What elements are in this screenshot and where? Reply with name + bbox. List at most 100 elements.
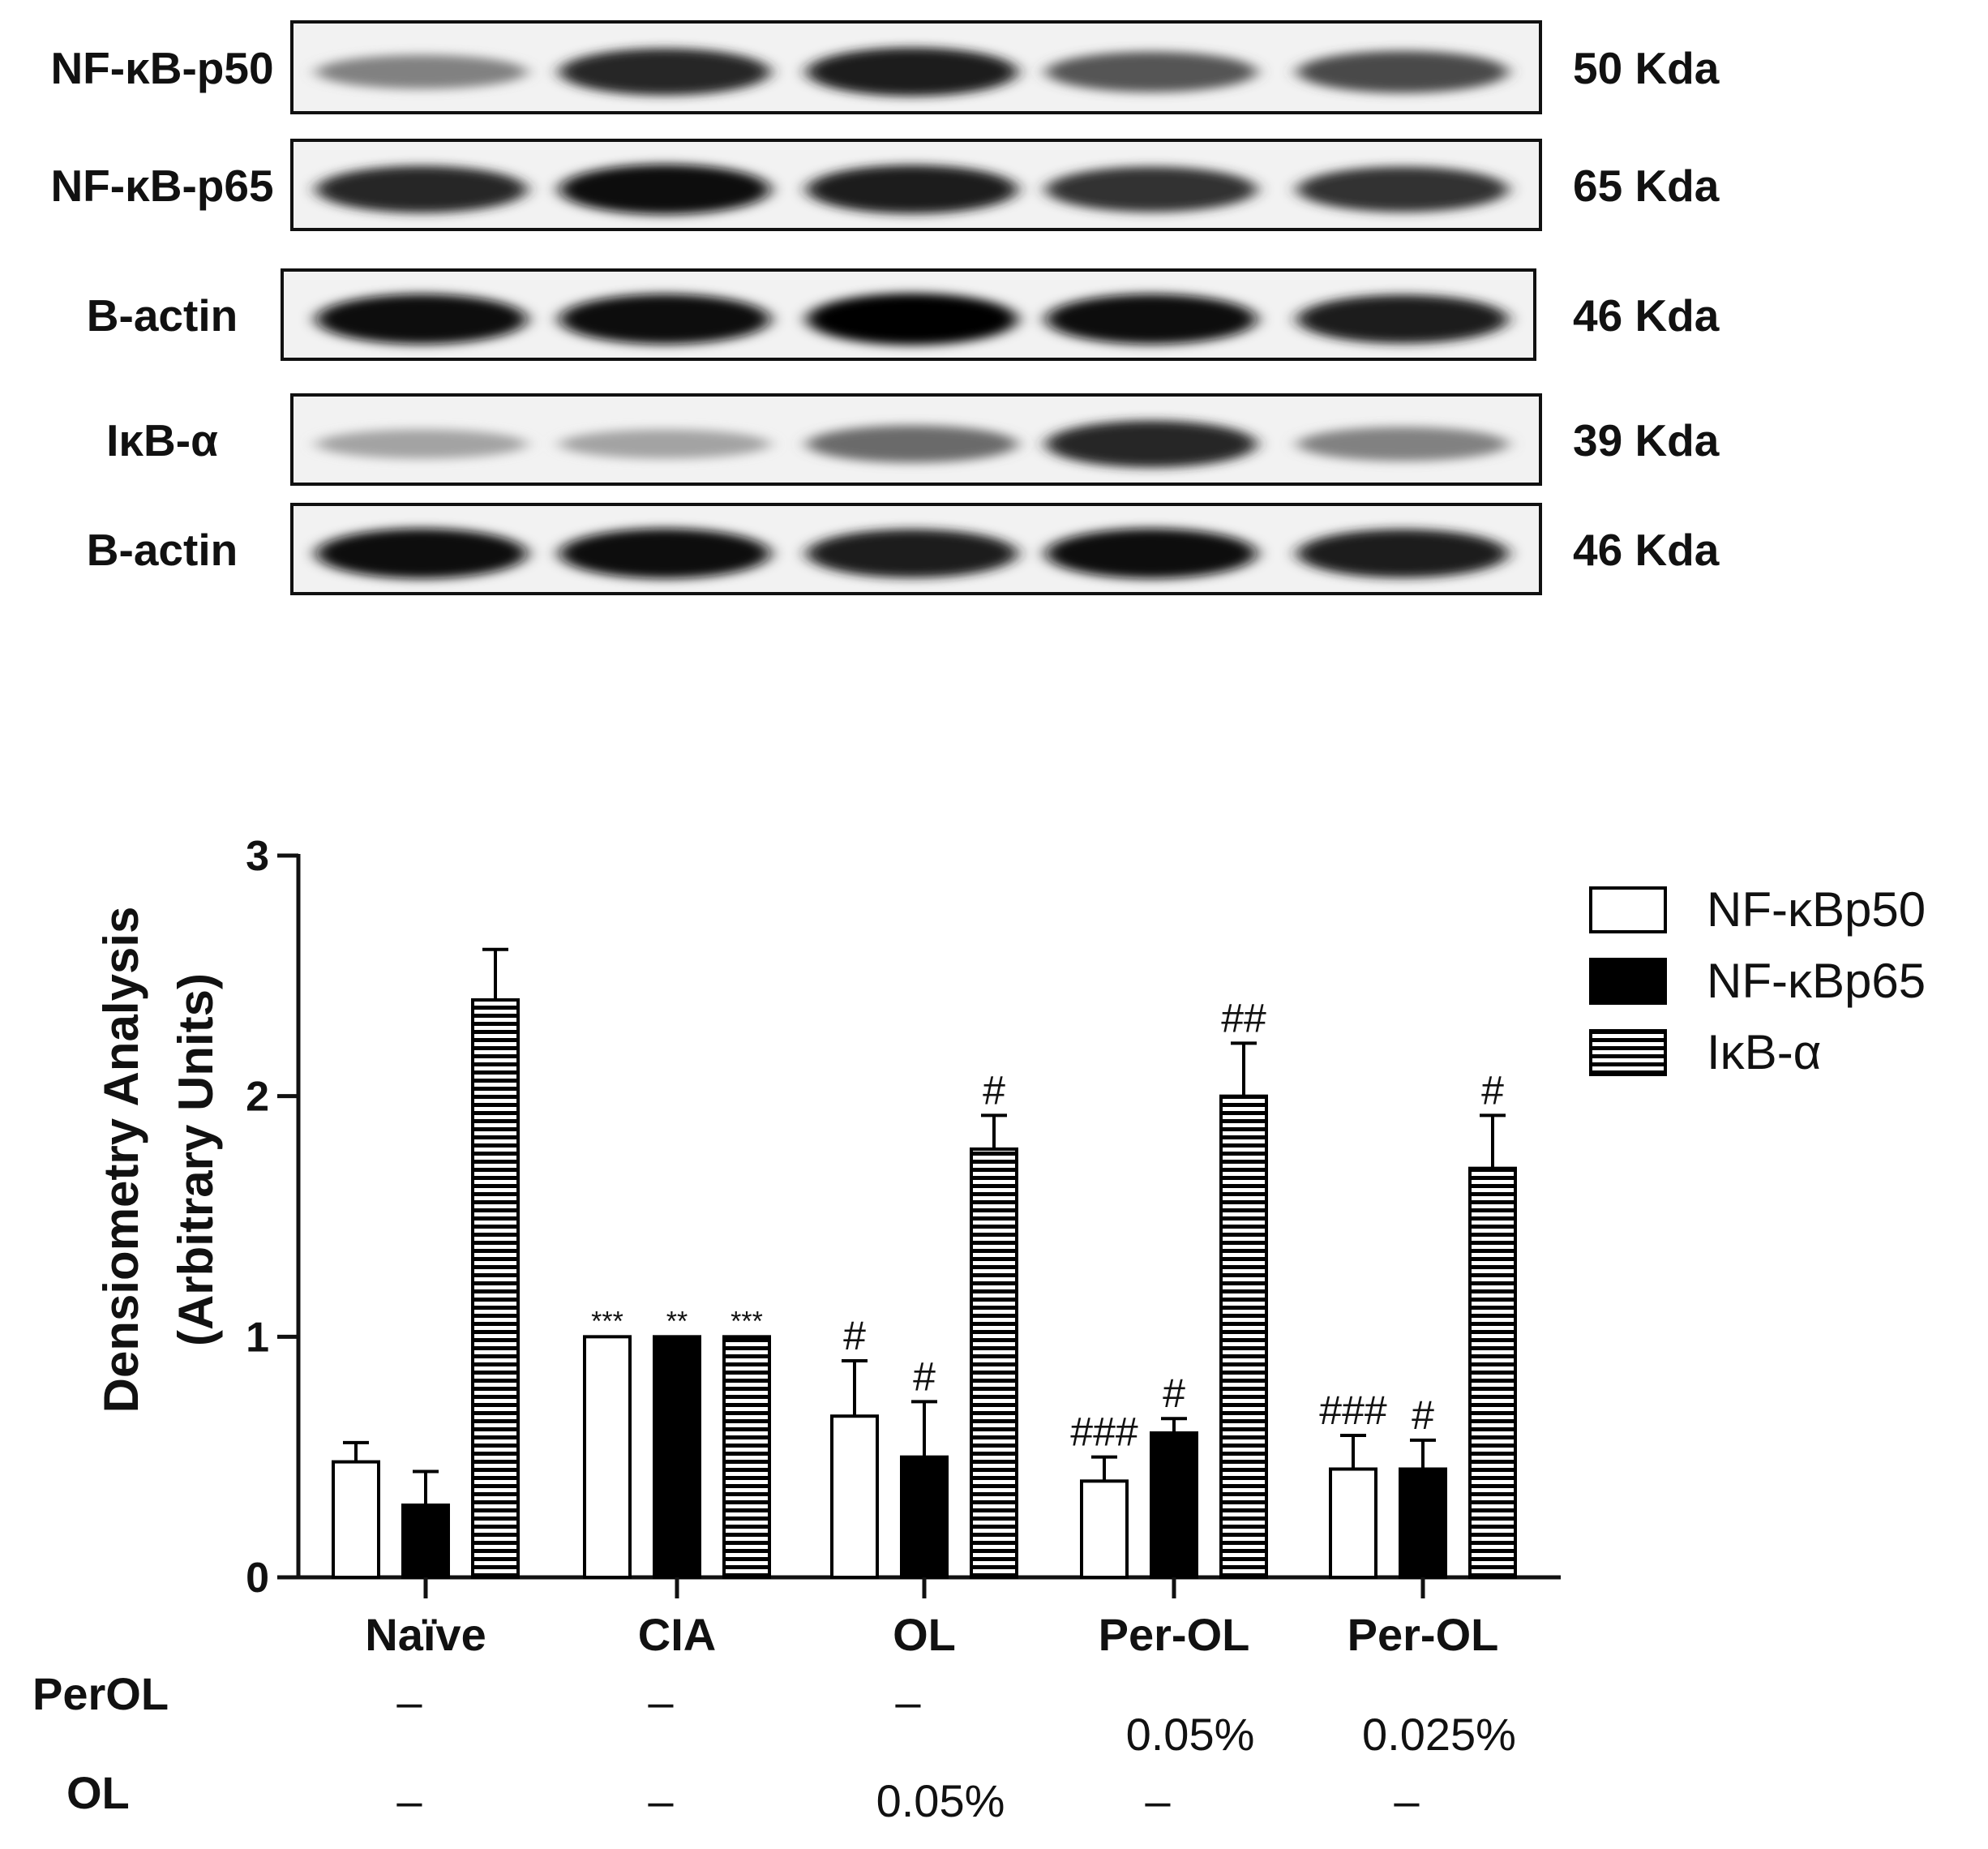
blot-band xyxy=(1046,420,1257,468)
y-axis-ticks: 0 1 2 3 xyxy=(246,833,298,1602)
treatment-value: – xyxy=(396,1676,422,1727)
blot-row: B-actin 46 Kda xyxy=(87,503,1720,595)
bar xyxy=(1150,1431,1198,1579)
bar xyxy=(583,1335,632,1580)
treatment-table: PerOL – – – 0.05% 0.025% OL – – 0.05% – – xyxy=(32,1668,1516,1826)
legend-label: NF-κBp50 xyxy=(1707,882,1926,937)
blot-protein-label: NF-κB-p50 xyxy=(50,43,273,93)
blot-band xyxy=(559,294,770,345)
blot-band xyxy=(1297,166,1508,212)
treatment-value: – xyxy=(396,1775,422,1826)
blot-kda-label: 65 Kda xyxy=(1573,161,1720,211)
bar xyxy=(900,1455,949,1579)
significance-label: # xyxy=(983,1067,1005,1113)
bar xyxy=(1329,1467,1377,1579)
blot-band xyxy=(1046,166,1257,212)
blot-band xyxy=(807,425,1018,463)
blot-protein-label: B-actin xyxy=(87,290,238,341)
blot-band xyxy=(559,48,770,96)
significance-label: # xyxy=(913,1354,936,1399)
treatment-value: 0.05% xyxy=(876,1775,1005,1826)
blot-kda-label: 39 Kda xyxy=(1573,415,1720,465)
significance-annotations: *** #### ###**# # #***#### xyxy=(591,995,1504,1454)
significance-label: *** xyxy=(731,1306,763,1336)
x-category-label: CIA xyxy=(638,1609,716,1660)
blot-band xyxy=(559,164,770,215)
y-tick-label: 3 xyxy=(246,833,269,880)
blot-band xyxy=(559,528,770,579)
blot-band xyxy=(1046,51,1257,92)
significance-label: ** xyxy=(666,1306,688,1336)
treatment-row-label: OL xyxy=(66,1767,130,1818)
significance-label: ### xyxy=(1319,1388,1387,1433)
treatment-value: 0.05% xyxy=(1126,1709,1255,1760)
significance-label: ### xyxy=(1070,1409,1138,1455)
blot-row: NF-κB-p50 50 Kda xyxy=(50,20,1720,114)
chart-bars xyxy=(332,947,1517,1580)
blot-band xyxy=(316,54,527,89)
x-category-label: OL xyxy=(893,1609,956,1660)
blot-band xyxy=(1046,528,1257,579)
legend-swatch xyxy=(1589,886,1667,933)
blot-kda-label: 46 Kda xyxy=(1573,290,1720,341)
legend-label: NF-κBp65 xyxy=(1707,954,1926,1008)
blot-band xyxy=(316,429,527,459)
blot-row: IκB-α 39 Kda xyxy=(106,393,1720,486)
blot-band xyxy=(1297,50,1508,93)
blot-row: B-actin 46 Kda xyxy=(87,268,1720,361)
y-tick-label: 2 xyxy=(246,1074,269,1121)
x-category-label: Naïve xyxy=(365,1609,486,1660)
treatment-value: – xyxy=(648,1676,674,1727)
bar xyxy=(1219,1094,1268,1579)
legend-swatch xyxy=(1589,958,1667,1005)
blot-band xyxy=(807,529,1018,578)
bar xyxy=(970,1147,1018,1579)
bar xyxy=(1399,1467,1447,1579)
x-category-label: Per-OL xyxy=(1099,1609,1250,1660)
western-blot-panel: NF-κB-p50 50 Kda NF-κB-p65 65 Kda B-actin 46 … xyxy=(50,20,1720,595)
blot-kda-label: 46 Kda xyxy=(1573,525,1720,575)
treatment-value: – xyxy=(1394,1775,1420,1826)
legend-label: IκB-α xyxy=(1707,1025,1821,1079)
treatment-row-label: PerOL xyxy=(32,1668,169,1719)
x-axis-categories: Naïve CIA OL Per-OL Per-OL xyxy=(365,1577,1498,1660)
blot-band xyxy=(316,528,527,579)
blot-band xyxy=(807,165,1018,214)
blot-kda-label: 50 Kda xyxy=(1573,43,1720,93)
blot-band xyxy=(807,47,1018,97)
significance-label: # xyxy=(1481,1067,1504,1113)
blot-band xyxy=(1297,427,1508,461)
blot-band xyxy=(1046,294,1257,345)
bar xyxy=(471,998,520,1579)
blot-protein-label: B-actin xyxy=(87,525,238,575)
treatment-value: – xyxy=(895,1676,921,1727)
legend-swatch xyxy=(1589,1029,1667,1076)
bar xyxy=(332,1460,380,1579)
bar xyxy=(401,1504,450,1579)
blot-band xyxy=(1297,529,1508,578)
blot-band xyxy=(316,294,527,345)
y-tick-label: 0 xyxy=(246,1555,269,1602)
blot-band xyxy=(559,429,770,459)
significance-label: ## xyxy=(1221,995,1266,1040)
bar xyxy=(830,1414,879,1579)
significance-label: # xyxy=(1412,1392,1434,1438)
treatment-value: – xyxy=(1145,1775,1171,1826)
treatment-value: – xyxy=(648,1775,674,1826)
y-axis-title-line2: (Arbitrary Units) xyxy=(169,973,223,1346)
blot-protein-label: IκB-α xyxy=(106,415,218,465)
blot-row: NF-κB-p65 65 Kda xyxy=(50,139,1720,231)
blot-protein-label: NF-κB-p65 xyxy=(50,161,273,211)
bar xyxy=(1468,1166,1517,1579)
legend: NF-κBp50 NF-κBp65 IκB-α xyxy=(1589,882,1926,1079)
bar xyxy=(722,1335,771,1580)
blot-band xyxy=(316,165,527,213)
blot-band xyxy=(807,293,1018,345)
bar xyxy=(653,1335,701,1580)
blot-band xyxy=(1297,294,1508,344)
x-category-label: Per-OL xyxy=(1347,1609,1499,1660)
y-axis-title-line1: Densiometry Analysis xyxy=(94,907,148,1414)
significance-label: # xyxy=(1163,1371,1185,1416)
significance-label: *** xyxy=(591,1306,623,1336)
